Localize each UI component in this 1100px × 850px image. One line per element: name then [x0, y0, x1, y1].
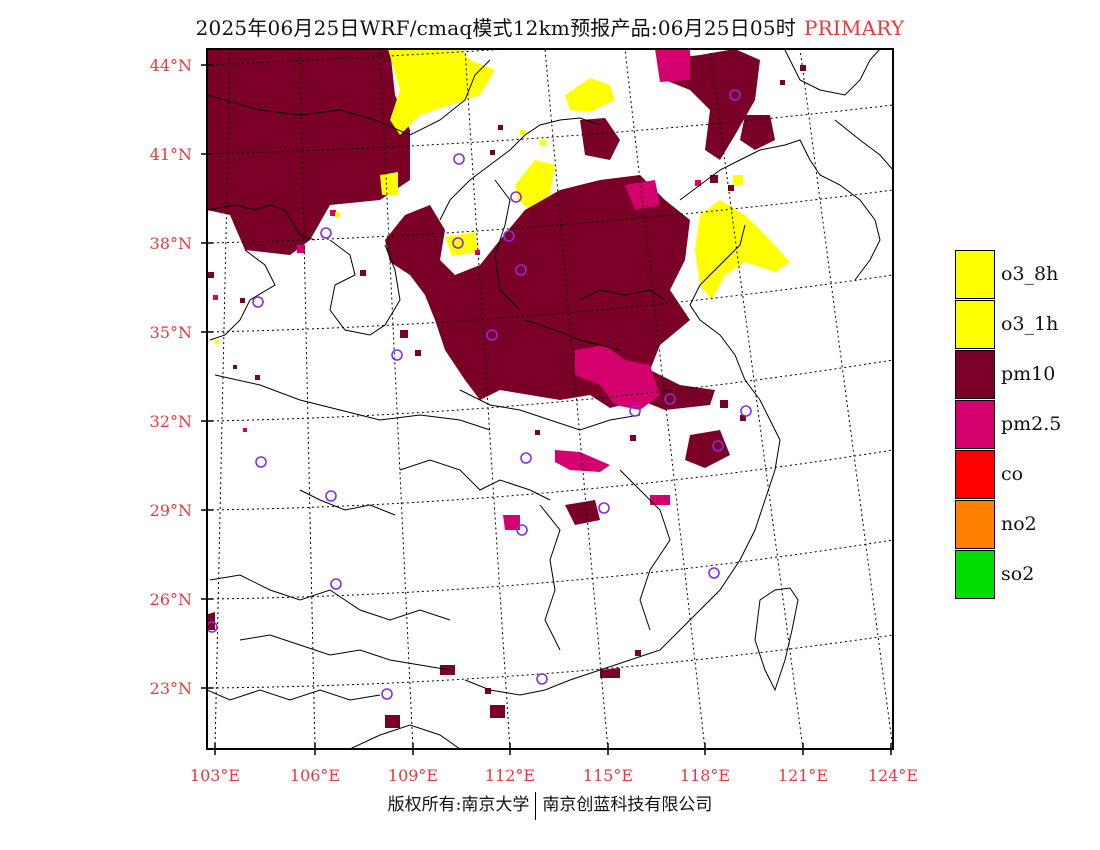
- copyright-left: 版权所有:南京大学: [387, 795, 530, 815]
- pm25-area-anhui: [575, 345, 660, 410]
- legend-swatch: [955, 499, 995, 549]
- lat-label-44: 44°N: [149, 56, 192, 75]
- o3-area-shanxi: [445, 232, 478, 256]
- legend-row-o3-8h: o3_8h: [955, 249, 1061, 299]
- lon-label-115: 115°E: [582, 766, 634, 785]
- legend-swatch: [955, 449, 995, 499]
- lon-label-121: 121°E: [777, 766, 829, 785]
- legend-row-so2: so2: [955, 549, 1061, 599]
- pm25-area-north: [655, 49, 690, 82]
- pm10-area-northwest: [207, 49, 410, 255]
- legend-swatch: [955, 349, 995, 399]
- copyright-right: 南京创蓝科技有限公司: [542, 795, 713, 815]
- legend-row-co: co: [955, 449, 1061, 499]
- lon-label-106: 106°E: [289, 766, 341, 785]
- pollutant-layer: [207, 49, 806, 728]
- lat-label-29: 29°N: [149, 501, 192, 520]
- legend-row-o3-1h: o3_1h: [955, 299, 1061, 349]
- pm25-scatter: [213, 180, 701, 432]
- o3-area-north2: [565, 78, 615, 112]
- lat-label-32: 32°N: [149, 412, 192, 431]
- title-text: 2025年06月25日WRF/cmaq模式12km预报产品:06月25日05时: [195, 16, 796, 40]
- map-frame: [206, 48, 894, 750]
- legend-swatch: [955, 299, 995, 349]
- o3-area-shandong: [695, 200, 790, 300]
- pm25-area-small1: [503, 515, 520, 530]
- pm10-area-central: [385, 175, 715, 410]
- legend-swatch: [955, 399, 995, 449]
- lat-label-38: 38°N: [149, 234, 192, 253]
- lon-label-109: 109°E: [387, 766, 439, 785]
- pm10-area-south1: [600, 668, 620, 678]
- pollutant-legend: o3_8h o3_1h pm10 pm2.5 co no2 so2: [955, 249, 1061, 599]
- pm25-area-hubei: [555, 450, 610, 472]
- pm10-area-ne2: [740, 115, 775, 150]
- lat-label-26: 26°N: [149, 590, 192, 609]
- legend-row-no2: no2: [955, 499, 1061, 549]
- primary-tag: PRIMARY: [803, 16, 905, 40]
- pm25-area-small2: [650, 495, 670, 505]
- pm10-area-south4: [385, 715, 400, 728]
- copyright-footer: 版权所有:南京大学 南京创蓝科技有限公司: [0, 790, 1100, 820]
- lon-label-118: 118°E: [679, 766, 731, 785]
- pm10-area-south3: [490, 705, 505, 718]
- station-markers: [206, 89, 752, 700]
- lon-label-112: 112°E: [484, 766, 536, 785]
- footer-divider: [535, 791, 537, 820]
- lat-label-35: 35°N: [149, 323, 192, 342]
- legend-label: co: [1001, 463, 1024, 485]
- lon-label-124: 124°E: [867, 766, 919, 785]
- legend-label: pm2.5: [1001, 413, 1062, 435]
- pm10-area-hebei-n: [580, 118, 620, 160]
- lat-label-23: 23°N: [149, 679, 192, 698]
- o3-area-small: [380, 172, 398, 195]
- legend-label: o3_8h: [1001, 263, 1059, 285]
- graticule: [207, 49, 893, 749]
- legend-label: o3_1h: [1001, 313, 1059, 335]
- legend-label: so2: [1001, 563, 1035, 585]
- o3-area-north: [388, 49, 495, 135]
- frame-ticks: [201, 64, 892, 755]
- pm10-area-jiangxi-n: [685, 430, 730, 468]
- lat-label-41: 41°N: [149, 145, 192, 164]
- pm10-area-hunan: [565, 500, 600, 525]
- o3-area-beijing: [515, 160, 555, 210]
- map-title: 2025年06月25日WRF/cmaq模式12km预报产品:06月25日05时 P…: [0, 12, 1100, 41]
- boundary-lines: [207, 49, 893, 749]
- legend-row-pm10: pm10: [955, 349, 1061, 399]
- legend-row-pm25: pm2.5: [955, 399, 1061, 449]
- legend-swatch: [955, 249, 995, 299]
- legend-label: no2: [1001, 513, 1037, 535]
- o3-scatter: [215, 130, 743, 344]
- pm25-area-hebei: [625, 180, 660, 210]
- legend-label: pm10: [1001, 363, 1056, 385]
- lon-label-103: 103°E: [189, 766, 241, 785]
- legend-swatch: [955, 549, 995, 599]
- pm10-area-yunnan: [207, 612, 215, 630]
